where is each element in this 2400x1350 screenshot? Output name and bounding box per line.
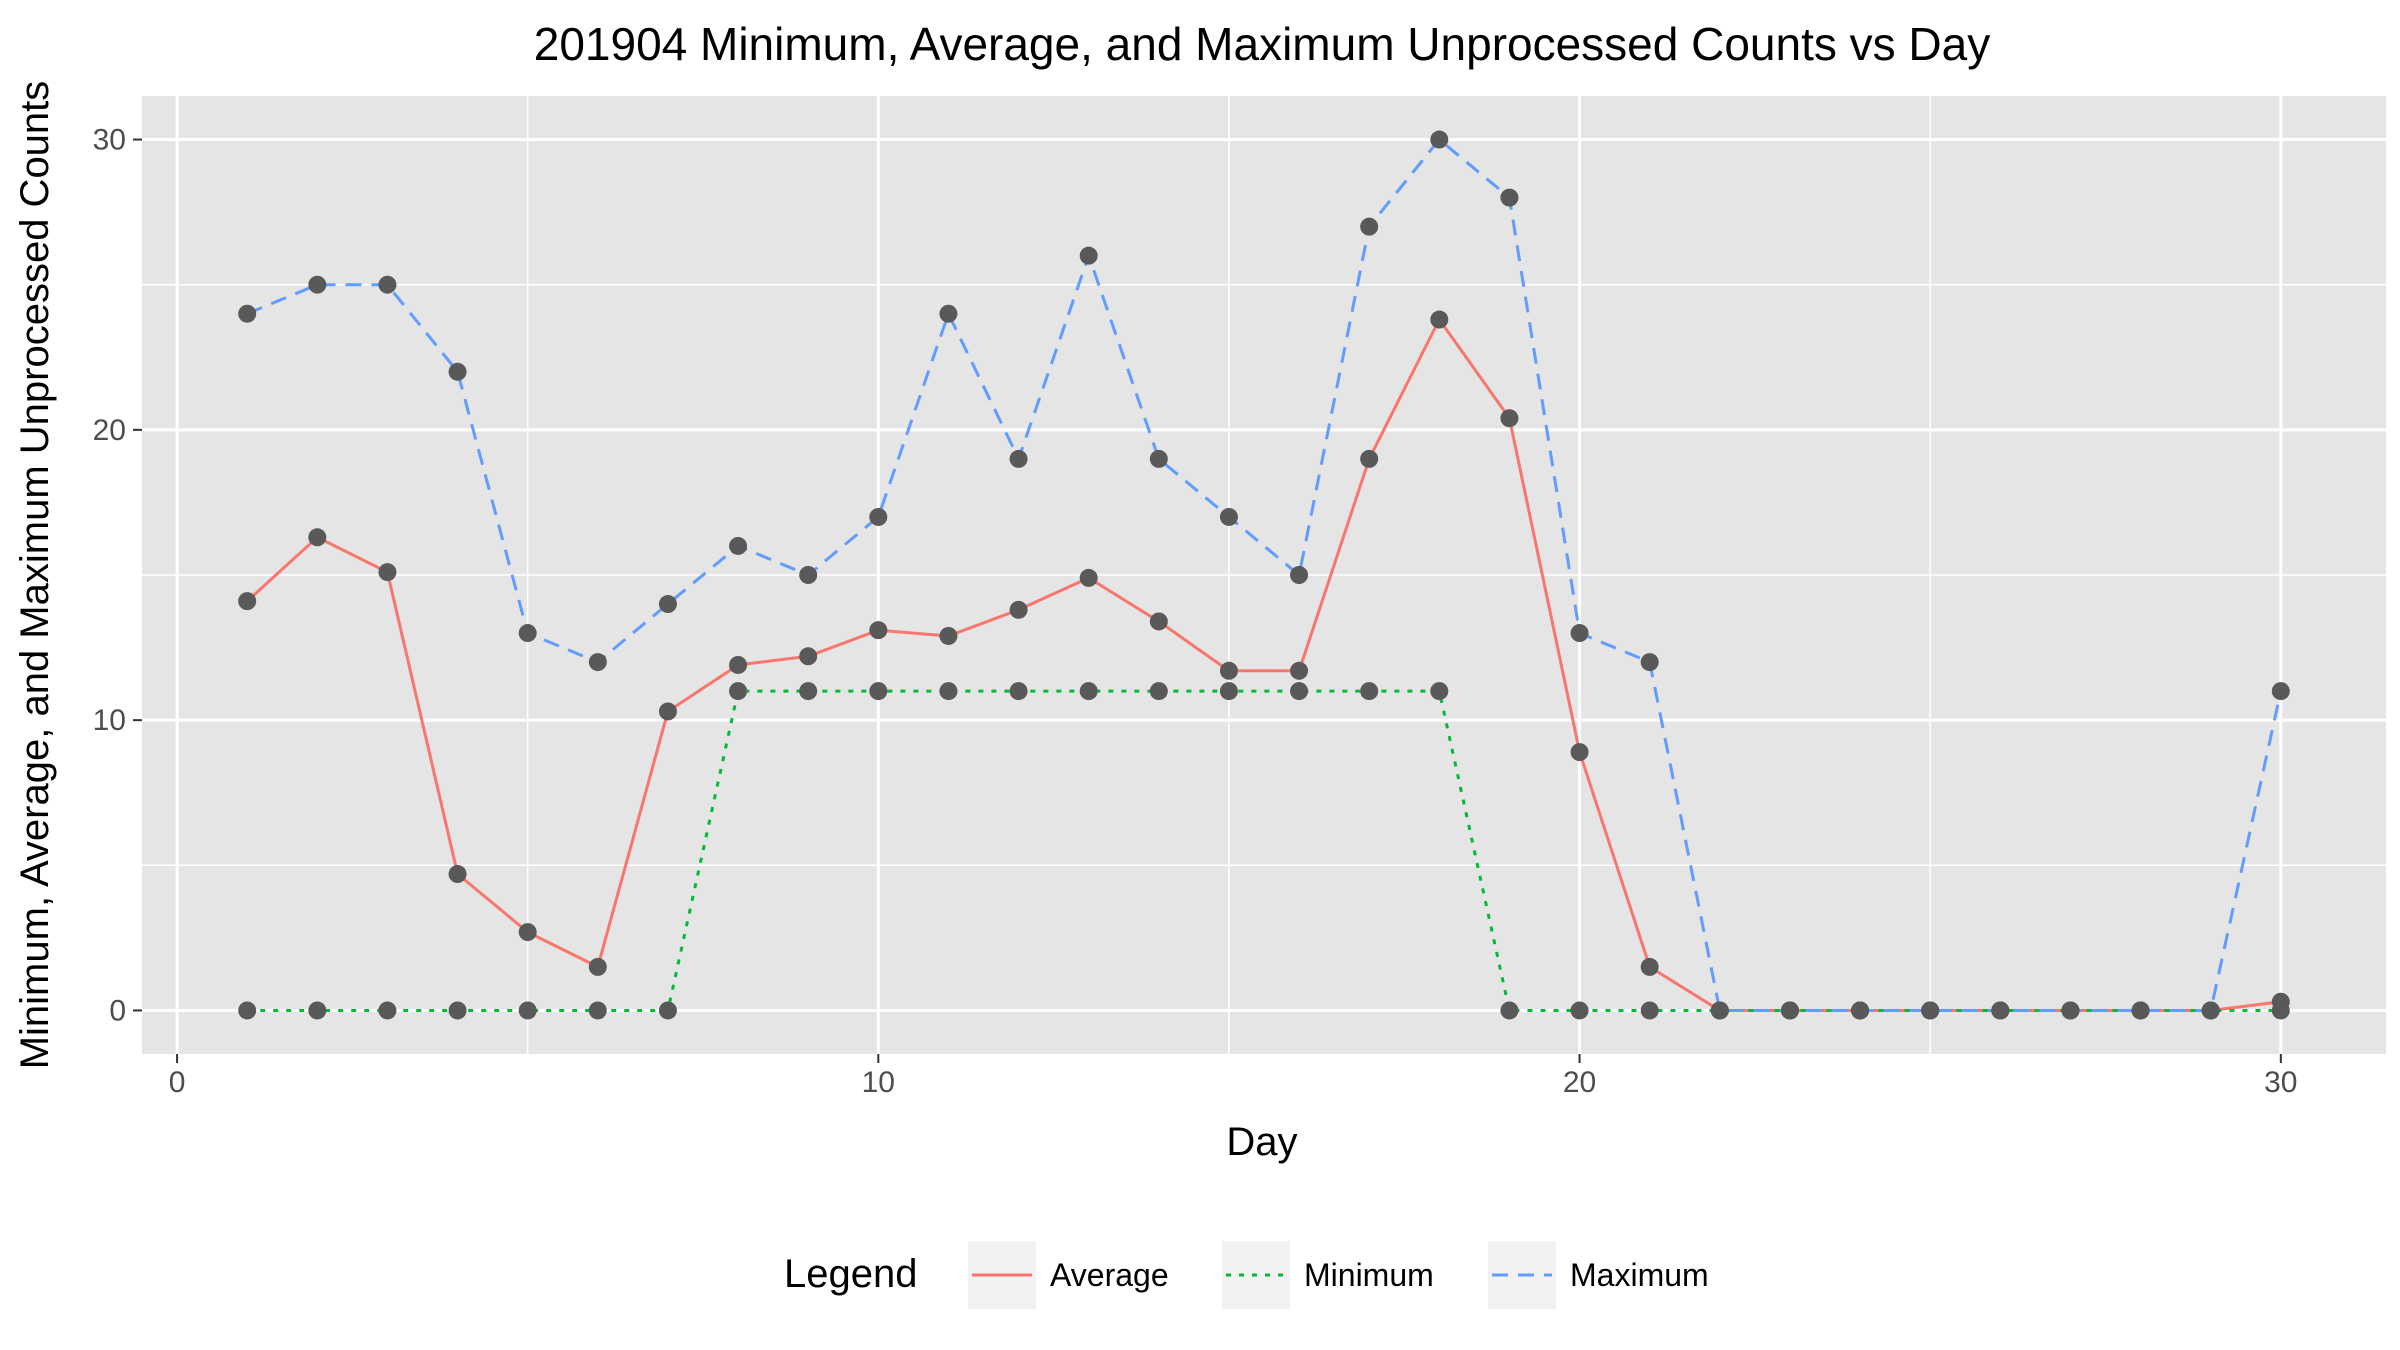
y-axis-title: Minimum, Average, and Maximum Unprocesse… xyxy=(13,81,57,1070)
minor-gridlines xyxy=(142,96,2386,1054)
series-points xyxy=(238,130,2290,1020)
data-point-average xyxy=(448,865,467,884)
data-point-average xyxy=(238,592,257,611)
data-point-minimum xyxy=(308,1001,327,1020)
x-tick-label: 0 xyxy=(169,1066,186,1099)
data-point-average xyxy=(1009,600,1028,619)
data-point-average xyxy=(869,621,888,640)
data-point-maximum xyxy=(2061,1001,2080,1020)
data-point-maximum xyxy=(2201,1001,2220,1020)
data-point-minimum xyxy=(378,1001,397,1020)
data-point-minimum xyxy=(1570,1001,1589,1020)
data-point-maximum xyxy=(1009,449,1028,468)
data-point-minimum xyxy=(518,1001,537,1020)
axis-ticks xyxy=(133,138,2282,1063)
data-point-minimum xyxy=(448,1001,467,1020)
y-tick-label: 30 xyxy=(93,124,126,157)
data-point-average xyxy=(1219,661,1238,680)
data-point-minimum xyxy=(1360,682,1379,701)
data-point-maximum xyxy=(1921,1001,1940,1020)
data-point-maximum xyxy=(1079,246,1098,265)
data-point-minimum xyxy=(2271,1001,2290,1020)
data-point-average xyxy=(1149,612,1168,631)
data-point-average xyxy=(378,563,397,582)
data-point-minimum xyxy=(1640,1001,1659,1020)
y-tick-label: 10 xyxy=(93,704,126,737)
data-point-average xyxy=(1430,310,1449,329)
data-point-minimum xyxy=(1079,682,1098,701)
legend-label-average: Average xyxy=(1050,1257,1169,1293)
data-point-minimum xyxy=(1219,682,1238,701)
data-point-minimum xyxy=(658,1001,677,1020)
data-point-maximum xyxy=(1219,507,1238,526)
data-point-maximum xyxy=(939,304,958,323)
data-point-minimum xyxy=(799,682,818,701)
data-point-average xyxy=(1290,661,1309,680)
data-point-maximum xyxy=(1149,449,1168,468)
data-point-maximum xyxy=(1430,130,1449,149)
data-point-maximum xyxy=(1780,1001,1799,1020)
data-point-maximum xyxy=(1640,653,1659,672)
data-point-maximum xyxy=(2271,682,2290,701)
data-point-minimum xyxy=(1500,1001,1519,1020)
data-point-average xyxy=(799,647,818,666)
data-point-maximum xyxy=(518,624,537,643)
data-point-average xyxy=(729,655,748,674)
x-axis-title: Day xyxy=(1226,1120,1297,1164)
data-point-average xyxy=(1360,449,1379,468)
data-point-average xyxy=(1079,568,1098,587)
legend-title: Legend xyxy=(784,1252,917,1296)
data-point-maximum xyxy=(308,275,327,294)
y-tick-label: 20 xyxy=(93,414,126,447)
data-point-minimum xyxy=(1009,682,1028,701)
chart-title: 201904 Minimum, Average, and Maximum Unp… xyxy=(534,18,1991,70)
data-point-average xyxy=(588,957,607,976)
tick-labels: 0 10 20 30 0 10 20 30 xyxy=(93,124,2298,1099)
data-point-minimum xyxy=(939,682,958,701)
data-point-maximum xyxy=(2131,1001,2150,1020)
data-point-maximum xyxy=(869,507,888,526)
legend-label-minimum: Minimum xyxy=(1304,1257,1434,1293)
data-point-minimum xyxy=(238,1001,257,1020)
data-point-average xyxy=(939,626,958,645)
data-point-maximum xyxy=(729,536,748,555)
data-point-minimum xyxy=(1290,682,1309,701)
data-point-average xyxy=(518,923,537,942)
series-line-maximum xyxy=(246,138,2283,1012)
x-tick-label: 30 xyxy=(2264,1066,2297,1099)
series-line-minimum xyxy=(247,689,2281,1012)
data-point-maximum xyxy=(1851,1001,1870,1020)
data-point-maximum xyxy=(1290,566,1309,584)
data-point-maximum xyxy=(1991,1001,2010,1020)
data-point-minimum xyxy=(1149,682,1168,701)
data-point-minimum xyxy=(729,682,748,701)
y-tick-label: 0 xyxy=(109,994,126,1027)
data-point-maximum xyxy=(658,595,677,614)
data-point-maximum xyxy=(238,304,257,323)
data-point-maximum xyxy=(1570,624,1589,643)
data-point-maximum xyxy=(1500,188,1519,207)
data-point-average xyxy=(1500,409,1519,428)
data-point-minimum xyxy=(588,1001,607,1020)
data-point-average xyxy=(1640,957,1659,976)
legend: Legend Average Minimum Maximum xyxy=(784,1241,1709,1309)
data-point-average xyxy=(308,528,327,547)
data-point-average xyxy=(1570,743,1589,762)
data-point-minimum xyxy=(1430,682,1449,701)
data-point-maximum xyxy=(378,275,397,294)
data-point-maximum xyxy=(799,566,818,584)
data-point-minimum xyxy=(869,682,888,701)
data-point-maximum xyxy=(588,653,607,672)
data-point-maximum xyxy=(1710,1001,1729,1020)
x-tick-label: 20 xyxy=(1563,1066,1596,1099)
data-point-maximum xyxy=(1360,217,1379,236)
legend-label-maximum: Maximum xyxy=(1570,1257,1709,1293)
series-lines xyxy=(246,138,2283,1012)
data-point-maximum xyxy=(448,362,467,381)
x-tick-label: 10 xyxy=(862,1066,895,1099)
data-point-average xyxy=(658,702,677,721)
